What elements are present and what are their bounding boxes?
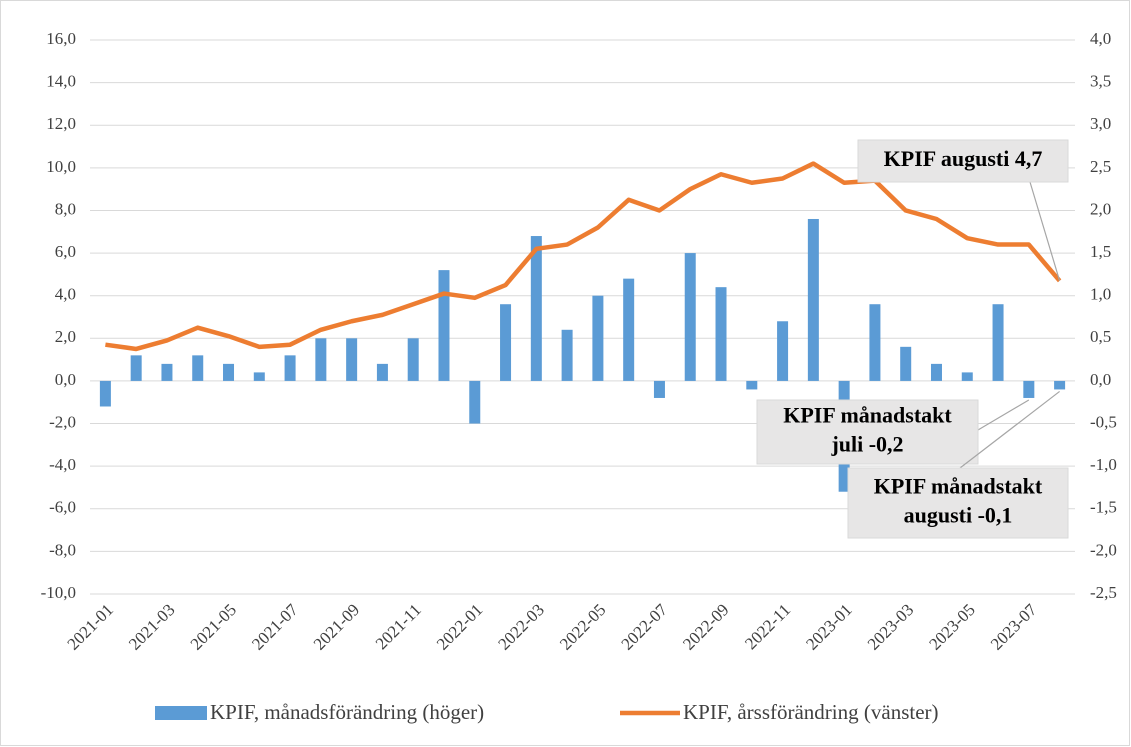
y-tick-label: 14,0 [46,72,76,91]
bar [315,338,327,381]
bar [684,253,696,381]
y-tick-label: -4,0 [49,455,76,474]
legend-label: KPIF, årssförändring (vänster) [683,700,939,724]
y-tick-label: -10,0 [41,583,76,602]
y2-tick-label: 1,5 [1090,242,1111,261]
bar [561,329,573,381]
bar [99,380,111,407]
y-tick-label: 0,0 [55,370,76,389]
y-tick-label: 10,0 [46,157,76,176]
y2-tick-label: 0,0 [1090,370,1111,389]
legend-swatch [155,706,207,720]
bar [161,363,173,381]
y2-tick-label: 3,5 [1090,72,1111,91]
bar [346,338,358,381]
bar [930,363,942,381]
bar [438,270,450,381]
bar [253,372,265,381]
bar [500,304,512,381]
bar [869,304,881,381]
y-tick-label: 4,0 [55,285,76,304]
y-tick-label: 12,0 [46,114,76,133]
annotation-text: KPIF augusti 4,7 [884,146,1043,171]
bar [992,304,1004,381]
annotation-box [756,399,979,465]
bar [777,321,789,381]
y-tick-label: 6,0 [55,242,76,261]
y2-tick-label: 0,5 [1090,327,1111,346]
y2-tick-label: 2,5 [1090,157,1111,176]
annotation-text: augusti -0,1 [904,503,1013,528]
y-tick-label: 8,0 [55,199,76,218]
line [105,161,1062,352]
annotation-leader [977,399,1030,431]
annotation-leader [1029,181,1061,281]
bar [284,355,296,381]
bar [961,372,973,381]
y2-tick-label: 4,0 [1090,29,1111,48]
bar [1054,380,1066,390]
y2-tick-label: 2,0 [1090,199,1111,218]
y2-tick-label: -2,0 [1090,540,1117,559]
bar [900,346,912,381]
bar [807,218,819,381]
bar [1023,380,1035,398]
annotation-text: juli -0,2 [830,432,903,457]
bar [130,355,142,381]
bar [469,380,481,424]
y-tick-label: -8,0 [49,540,76,559]
bar [192,355,204,381]
y2-tick-label: -1,5 [1090,498,1117,517]
bar [592,295,604,381]
legend-label: KPIF, månadsförändring (höger) [210,700,484,724]
y-tick-label: 2,0 [55,327,76,346]
bar [653,380,665,398]
y-tick-label: -2,0 [49,412,76,431]
y2-tick-label: 3,0 [1090,114,1111,133]
bar [376,363,388,381]
bar [407,338,419,381]
annotation-leader [959,390,1060,469]
y2-tick-label: 1,0 [1090,285,1111,304]
y2-tick-label: -1,0 [1090,455,1117,474]
annotation-box [847,467,1069,539]
bar [746,380,758,390]
bar [623,278,635,381]
annotation-box [857,139,1069,183]
y-tick-label: -6,0 [49,498,76,517]
bar [715,287,727,381]
y-tick-label: 16,0 [46,29,76,48]
bar [223,363,235,381]
annotation-text: KPIF månadstakt [783,403,952,428]
annotation-text: KPIF månadstakt [874,474,1043,499]
y2-tick-label: -2,5 [1090,583,1117,602]
bar [530,236,542,381]
y2-tick-label: -0,5 [1090,412,1117,431]
